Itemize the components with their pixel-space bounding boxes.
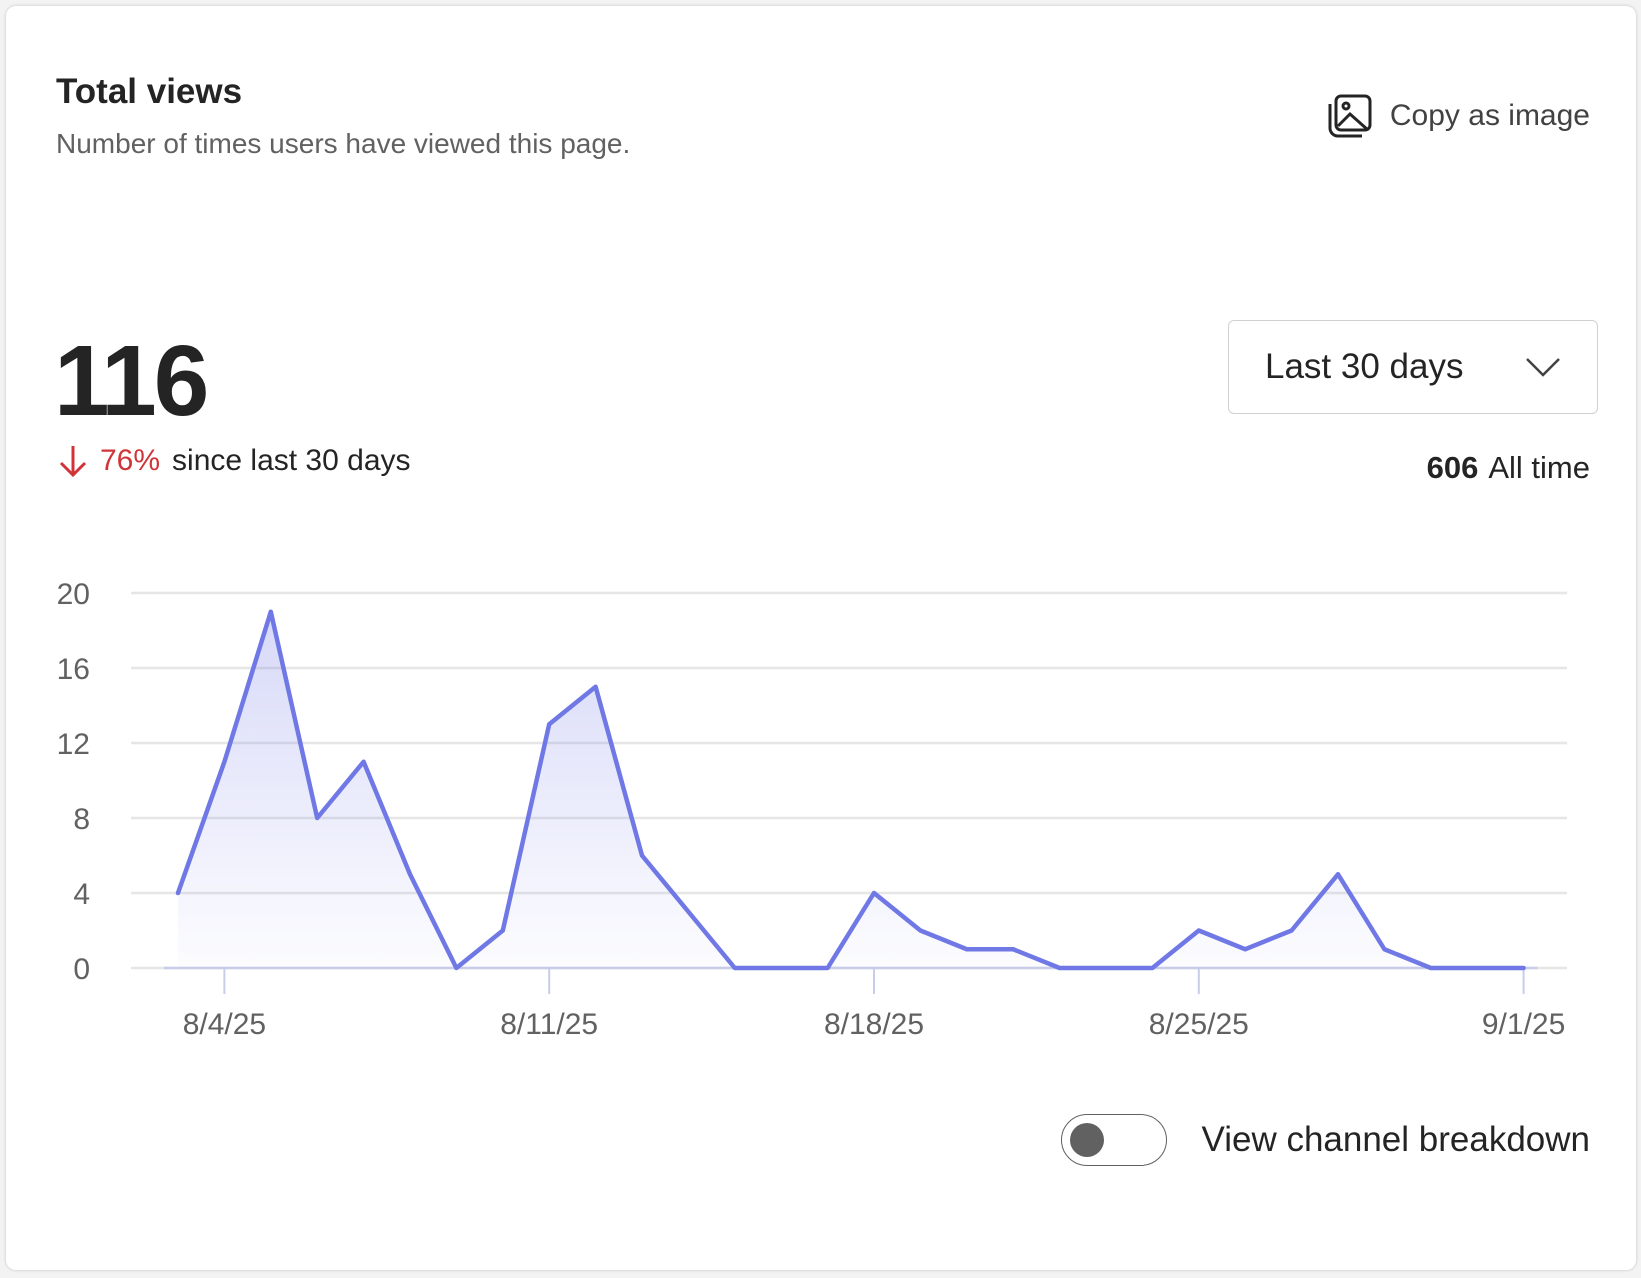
y-tick-label: 12: [57, 728, 90, 761]
all-time-stat: 606 All time: [1427, 450, 1590, 486]
image-copy-icon: [1328, 94, 1372, 138]
data-point: [825, 966, 830, 970]
date-range-value: Last 30 days: [1265, 347, 1464, 386]
arrow-down-icon: [59, 446, 87, 478]
change-percent: 76%: [100, 444, 161, 477]
y-tick-label: 4: [73, 878, 90, 911]
y-tick-label: 16: [57, 653, 90, 686]
copy-label: Copy as image: [1389, 99, 1590, 132]
channel-breakdown-toggle-row: View channel breakdown: [1061, 1114, 1590, 1166]
data-point: [454, 966, 459, 970]
data-point: [1428, 966, 1433, 970]
y-tick-label: 0: [73, 953, 90, 986]
views-chart: 0 4 8 12 16 20 8/4/25 8/11/25 8/18/25 8/25/25 9/1/…: [57, 578, 1567, 1041]
data-point: [222, 759, 227, 764]
data-point: [547, 722, 552, 727]
data-point: [1104, 966, 1108, 970]
all-time-value: 606: [1426, 450, 1479, 485]
data-point: [1289, 928, 1294, 933]
x-tick-label: 8/4/25: [183, 1008, 266, 1041]
data-point: [1521, 966, 1526, 970]
series-line: [175, 609, 1526, 971]
x-tick-label: 8/25/25: [1149, 1008, 1249, 1041]
data-point: [176, 891, 180, 895]
total-value: 116: [54, 325, 209, 437]
toggle-label: View channel breakdown: [1201, 1120, 1590, 1159]
copy-as-image-button[interactable]: Copy as image: [1326, 92, 1590, 140]
y-tick-label: 8: [73, 803, 90, 836]
data-point: [361, 759, 366, 764]
data-point: [872, 891, 876, 895]
data-point: [1150, 966, 1155, 970]
data-point: [1243, 947, 1248, 952]
data-point: [1382, 947, 1387, 952]
y-tick-label: 20: [57, 578, 90, 611]
data-point: [779, 966, 784, 970]
data-point: [640, 853, 644, 858]
data-point: [732, 966, 737, 970]
data-point: [268, 609, 273, 614]
data-point: [1475, 966, 1480, 970]
data-point: [686, 909, 691, 914]
data-point: [1011, 947, 1016, 952]
data-point: [918, 928, 923, 933]
data-point: [1196, 928, 1201, 933]
total-views-card: Total views Number of times users have v…: [6, 6, 1636, 1270]
channel-breakdown-toggle[interactable]: [1061, 1114, 1168, 1166]
card-subtitle: Number of times users have viewed this p…: [56, 128, 631, 159]
x-tick-label: 8/18/25: [824, 1008, 924, 1041]
data-point: [593, 684, 598, 689]
data-point: [408, 872, 412, 877]
all-time-label: All time: [1488, 450, 1590, 485]
x-tick-label: 8/11/25: [500, 1008, 598, 1041]
data-point: [1336, 872, 1340, 877]
card-title: Total views: [56, 72, 243, 111]
data-point: [964, 947, 969, 952]
date-range-select[interactable]: Last 30 days: [1228, 320, 1598, 414]
data-point: [1057, 966, 1062, 970]
data-point: [315, 816, 320, 820]
change-indicator: 76% since last 30 days: [58, 444, 411, 478]
x-tick-label: 9/1/25: [1482, 1008, 1565, 1041]
area-fill: [178, 611, 1524, 968]
change-text: since last 30 days: [172, 444, 411, 477]
chevron-down-icon: [1526, 358, 1560, 377]
toggle-knob: [1070, 1123, 1105, 1157]
data-point: [500, 928, 505, 933]
